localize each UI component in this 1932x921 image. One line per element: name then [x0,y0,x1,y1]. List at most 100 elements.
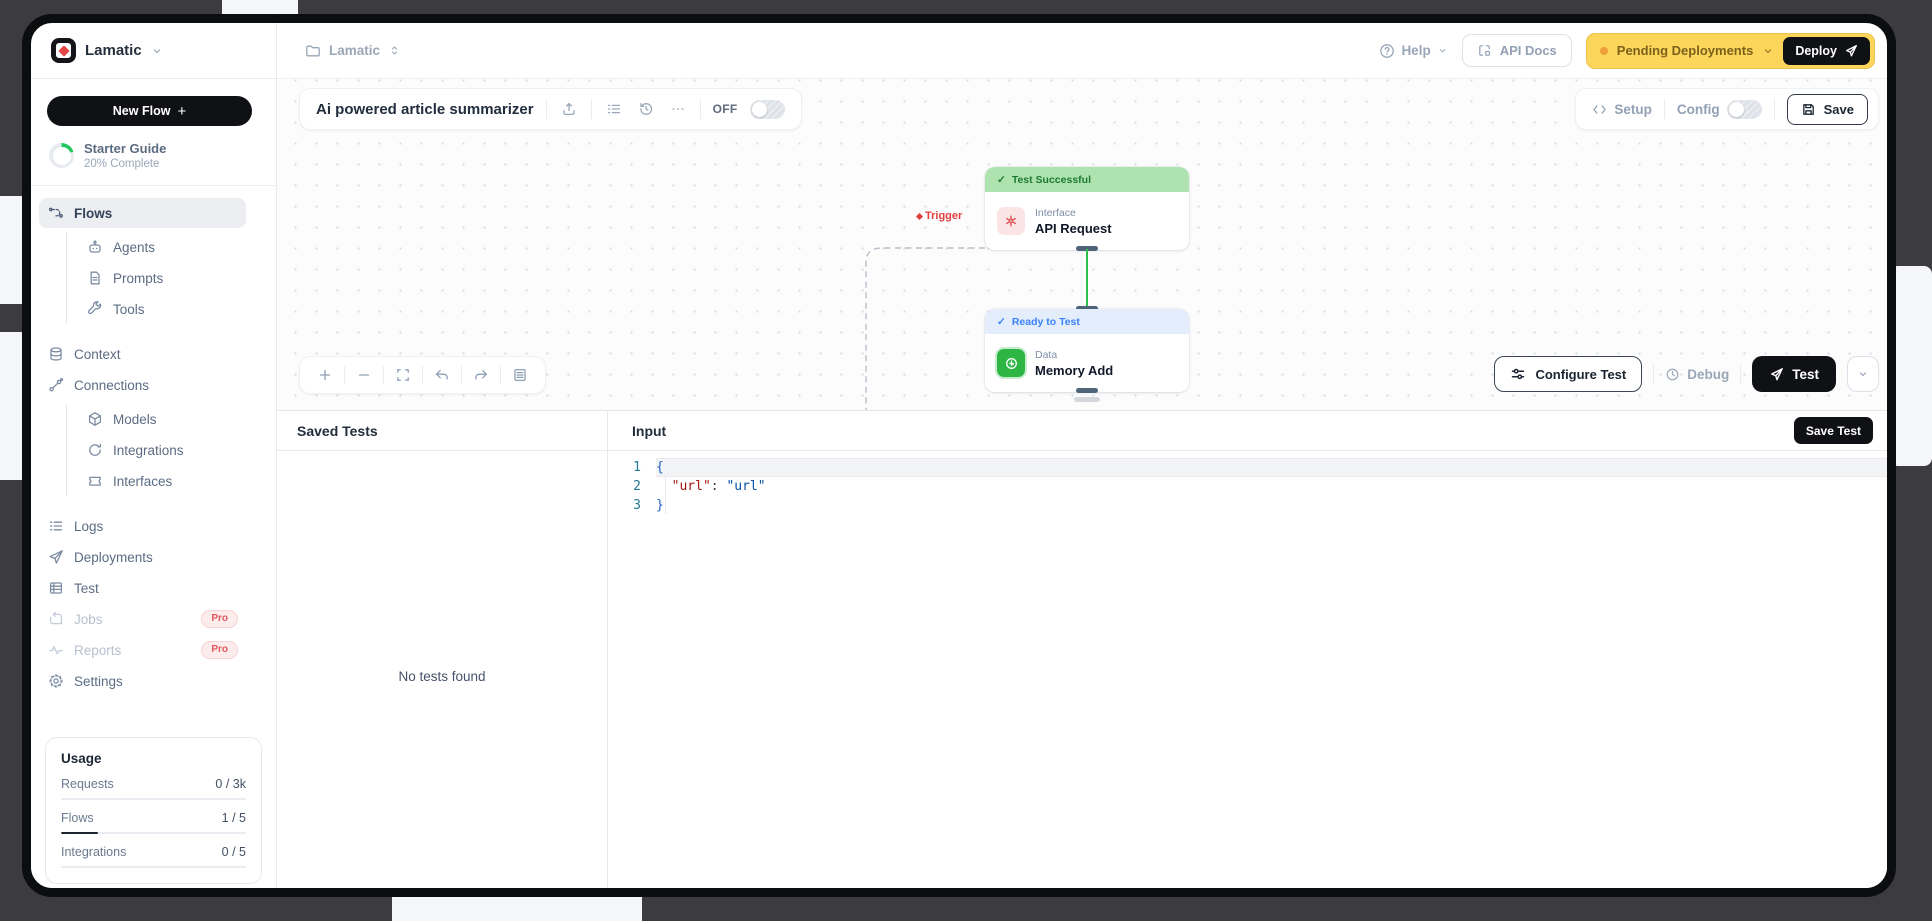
sidebar-item-models[interactable]: Models [67,404,246,434]
zoom-in-icon[interactable] [306,367,344,383]
node-api-request[interactable]: ✓ Test Successful Interface API Request [985,167,1189,250]
redo-icon[interactable] [462,367,500,383]
node-output-handle[interactable] [1076,388,1098,393]
debug-button[interactable]: Debug [1665,367,1729,382]
settings-icon [48,673,64,689]
sidebar-item-deployments[interactable]: Deployments [39,542,246,572]
node-status-banner: ✓ Ready to Test [985,309,1189,334]
divider [590,99,592,119]
save-icon [1802,103,1814,115]
sidebar-item-context[interactable]: Context [39,339,246,369]
saved-tests-header: Saved Tests [277,411,607,451]
interfaces-icon [87,473,103,489]
help-menu[interactable]: Help [1379,43,1447,59]
save-test-button[interactable]: Save Test [1793,417,1873,444]
sidebar-item-label: Flows [74,205,113,221]
debug-label: Debug [1687,366,1730,382]
test-options-button[interactable] [1847,356,1879,392]
sidebar-item-logs[interactable]: Logs [39,511,246,541]
sidebar-item-interfaces[interactable]: Interfaces [67,466,246,496]
usage-progressbar [61,798,246,800]
node-category: Data [1035,348,1058,361]
background-window-fragment [1890,266,1932,466]
sidebar-item-label: Reports [74,642,122,658]
sidebar-item-prompts[interactable]: Prompts [67,263,246,293]
input-header: Input Save Test [608,411,1887,451]
flow-title[interactable]: Ai powered article summarizer [316,100,534,118]
pending-deployments-dropdown[interactable]: Pending Deployments Deploy [1585,32,1875,69]
sidebar-item-label: Interfaces [113,473,173,489]
configure-test-label: Configure Test [1535,366,1627,382]
zoom-out-icon[interactable] [345,367,383,383]
history-icon[interactable] [636,101,656,117]
prompts-icon [87,270,103,286]
configure-test-button[interactable]: Configure Test [1494,356,1643,392]
paper-plane-icon [1845,44,1857,56]
deploy-button[interactable]: Deploy [1783,36,1870,65]
save-label: Save [1823,101,1854,117]
notes-icon[interactable] [501,367,539,383]
api-docs-label: API Docs [1499,43,1557,58]
divider [31,185,276,186]
sidebar-item-label: Logs [74,518,104,534]
chevron-down-icon [1765,48,1772,53]
node-output-handle[interactable] [1076,246,1098,251]
more-options-icon[interactable] [668,101,688,117]
usage-label: Integrations [61,845,127,859]
sidebar-item-label: Test [74,580,99,596]
config-toggle[interactable] [1726,99,1762,119]
sidebar-header: Lamatic [31,23,277,79]
background-window-fragment [392,893,642,921]
deployments-icon [48,549,64,565]
chevron-down-icon[interactable] [151,45,163,57]
node-input-handle[interactable] [1076,306,1098,311]
flow-enable-toggle[interactable] [749,99,785,119]
share-icon[interactable] [559,101,579,117]
jobs-icon [48,611,64,627]
node-status-label: Test Successful [1011,173,1091,186]
paper-plane-icon [1771,367,1784,380]
lamatic-logo-icon [51,38,76,63]
trigger-label: Trigger [915,210,962,222]
json-input-editor[interactable]: 1 { 2 "url": "url" 3 } [608,451,1887,515]
sidebar-item-flows[interactable]: Flows [39,198,246,228]
test-button[interactable]: Test [1752,356,1836,392]
sidebar-item-label: Models [113,411,157,427]
workspace-switcher[interactable]: Lamatic [305,43,401,59]
usage-row-flows: Flows 1 / 5 [61,811,246,834]
undo-icon[interactable] [423,367,461,383]
background-window-fragment [222,0,298,16]
setup-button[interactable]: Setup [1592,102,1652,117]
sidebar-item-tools[interactable]: Tools [67,294,246,324]
new-flow-button[interactable]: New Flow + [47,96,252,126]
node-memory-add[interactable]: ✓ Ready to Test Data Memory Add [985,309,1189,392]
fit-view-icon[interactable] [384,367,422,383]
test-label: Test [1792,366,1819,382]
node-handle-ghost [1074,397,1100,402]
sidebar-item-jobs[interactable]: Jobs Pro [39,604,246,634]
sidebar-item-connections[interactable]: Connections [39,370,246,400]
sidebar-item-label: Deployments [74,549,153,565]
save-button[interactable]: Save [1786,93,1868,125]
editor-line[interactable]: 2 "url": "url" [608,477,1887,496]
sidebar-item-reports[interactable]: Reports Pro [39,635,246,665]
sidebar-item-agents[interactable]: Agents [67,232,246,262]
list-icon[interactable] [604,101,624,117]
sidebar-item-integrations[interactable]: Integrations [67,435,246,465]
pro-badge: Pro [201,641,238,659]
sidebar-item-test[interactable]: Test [39,573,246,603]
usage-label: Flows [61,811,94,825]
sliders-icon [1512,368,1525,380]
sidebar-item-label: Context [74,346,121,362]
divider [1740,364,1742,384]
integrations-icon [87,442,103,458]
api-docs-button[interactable]: API Docs [1461,34,1572,67]
sidebar-item-settings[interactable]: Settings [39,666,246,696]
starter-guide[interactable]: Starter Guide 20% Complete [49,141,276,170]
chevron-down-icon [1439,49,1446,53]
editor-line[interactable]: 1 { [608,458,1887,477]
pending-deployments-label: Pending Deployments [1616,43,1754,58]
usage-value: 1 / 5 [221,811,246,825]
sidebar-nav: Flows Agents Prompts Tools Context [39,198,246,696]
editor-line[interactable]: 3 } [608,496,1887,515]
